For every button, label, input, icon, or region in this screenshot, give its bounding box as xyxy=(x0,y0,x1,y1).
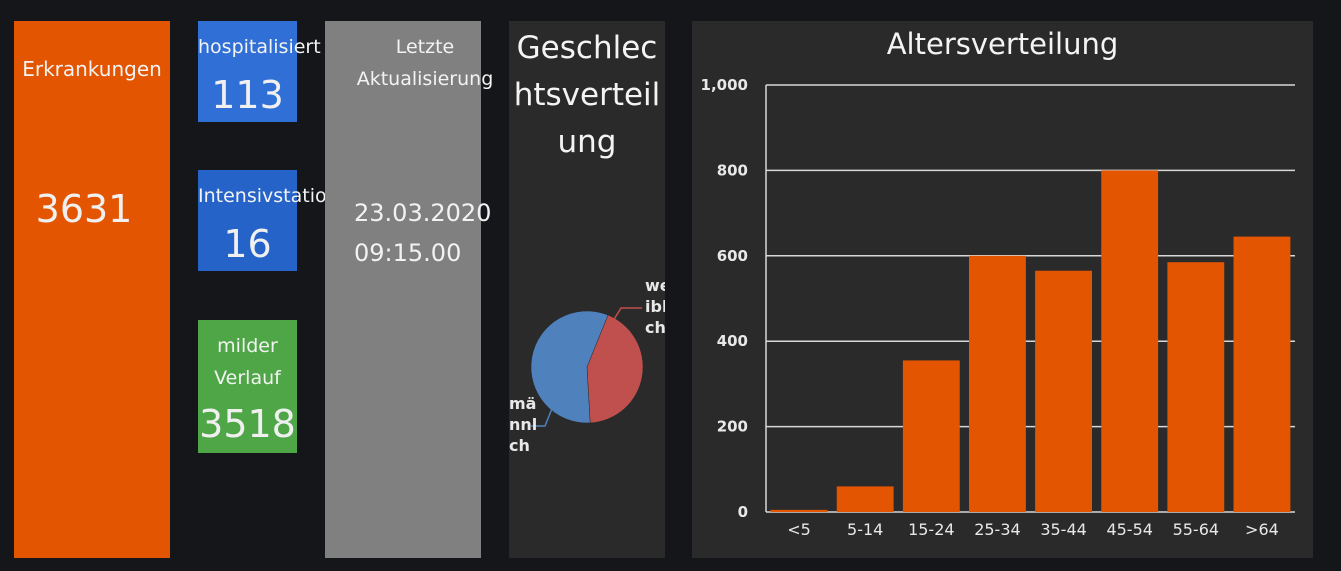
milder-verlauf-label: milder Verlauf xyxy=(214,335,281,389)
pie-slice xyxy=(530,310,609,424)
pie-slice-label: mä xyxy=(509,394,536,413)
y-tick-label: 800 xyxy=(717,161,748,179)
pie-slice-label: ch xyxy=(509,436,530,455)
erkrankungen-value: 3631 xyxy=(35,187,133,231)
x-tick-label: 15-24 xyxy=(908,520,955,539)
bar xyxy=(1167,262,1225,512)
x-tick-label: <5 xyxy=(787,520,811,539)
age-distribution-panel: Altersverteilung 0 200 400 600 800 1,000 <5 5-1… xyxy=(692,21,1313,558)
last-update-tile: Letzte Aktualisierung 23.03.2020 09:15.0… xyxy=(325,21,493,558)
x-tick-label: 45-54 xyxy=(1106,520,1153,539)
intensivstation-value: 16 xyxy=(223,222,272,266)
pie-leader-line xyxy=(531,405,554,427)
age-bar-chart: 0 200 400 600 800 1,000 <5 5-14 15-24 25-34 35-44 4… xyxy=(701,76,1295,539)
pie-slice-label: ch xyxy=(645,318,665,337)
x-tick-label: >64 xyxy=(1245,520,1279,539)
gender-pie-chart: we ibl ch mä nnl ch xyxy=(509,276,665,455)
milder-verlauf-tile: milder Verlauf 3518 xyxy=(198,320,297,453)
bar xyxy=(1233,236,1291,512)
bar xyxy=(969,255,1026,513)
intensivstation-label: Intensivstatio xyxy=(198,185,327,207)
x-tick-label: 25-34 xyxy=(974,520,1021,539)
pie-slice-label: nnl xyxy=(509,415,537,434)
pie-slice-label: we xyxy=(645,276,665,295)
gender-chart-title: Geschlechtsverteilung xyxy=(513,30,661,160)
x-tick-label: 35-44 xyxy=(1040,520,1087,539)
pie-leader-line xyxy=(612,307,642,322)
erkrankungen-tile: Erkrankungen 3631 xyxy=(14,21,170,558)
bar xyxy=(1101,170,1159,512)
bar xyxy=(1035,270,1092,512)
y-tick-label: 1,000 xyxy=(701,76,748,94)
hospitalisiert-tile: hospitalisiert 113 xyxy=(198,21,321,122)
last-update-date: 23.03.2020 xyxy=(354,199,492,227)
gender-distribution-panel: Geschlechtsverteilung we ibl ch mä nnl ch xyxy=(509,21,665,558)
pie-slice xyxy=(586,314,644,424)
erkrankungen-label: Erkrankungen xyxy=(22,57,162,81)
x-tick-label: 5-14 xyxy=(847,520,883,539)
bar xyxy=(770,509,828,512)
last-update-datetime: 23.03.2020 09:15.00 xyxy=(354,193,491,273)
y-tick-label: 0 xyxy=(738,503,748,521)
bar xyxy=(902,360,960,512)
y-tick-label: 200 xyxy=(717,418,748,436)
intensivstation-tile: Intensivstatio 16 xyxy=(198,170,327,271)
milder-verlauf-value: 3518 xyxy=(199,402,296,446)
y-tick-label: 600 xyxy=(717,247,748,265)
last-update-label: Letzte Aktualisierung xyxy=(356,36,494,90)
hospitalisiert-label: hospitalisiert xyxy=(198,36,321,58)
bar xyxy=(836,486,894,512)
age-chart-title: Altersverteilung xyxy=(886,27,1119,61)
x-tick-label: 55-64 xyxy=(1173,520,1220,539)
pie-slice-label: ibl xyxy=(645,297,665,316)
last-update-time: 09:15.00 xyxy=(354,239,462,267)
hospitalisiert-value: 113 xyxy=(211,73,284,117)
y-tick-label: 400 xyxy=(717,332,748,350)
